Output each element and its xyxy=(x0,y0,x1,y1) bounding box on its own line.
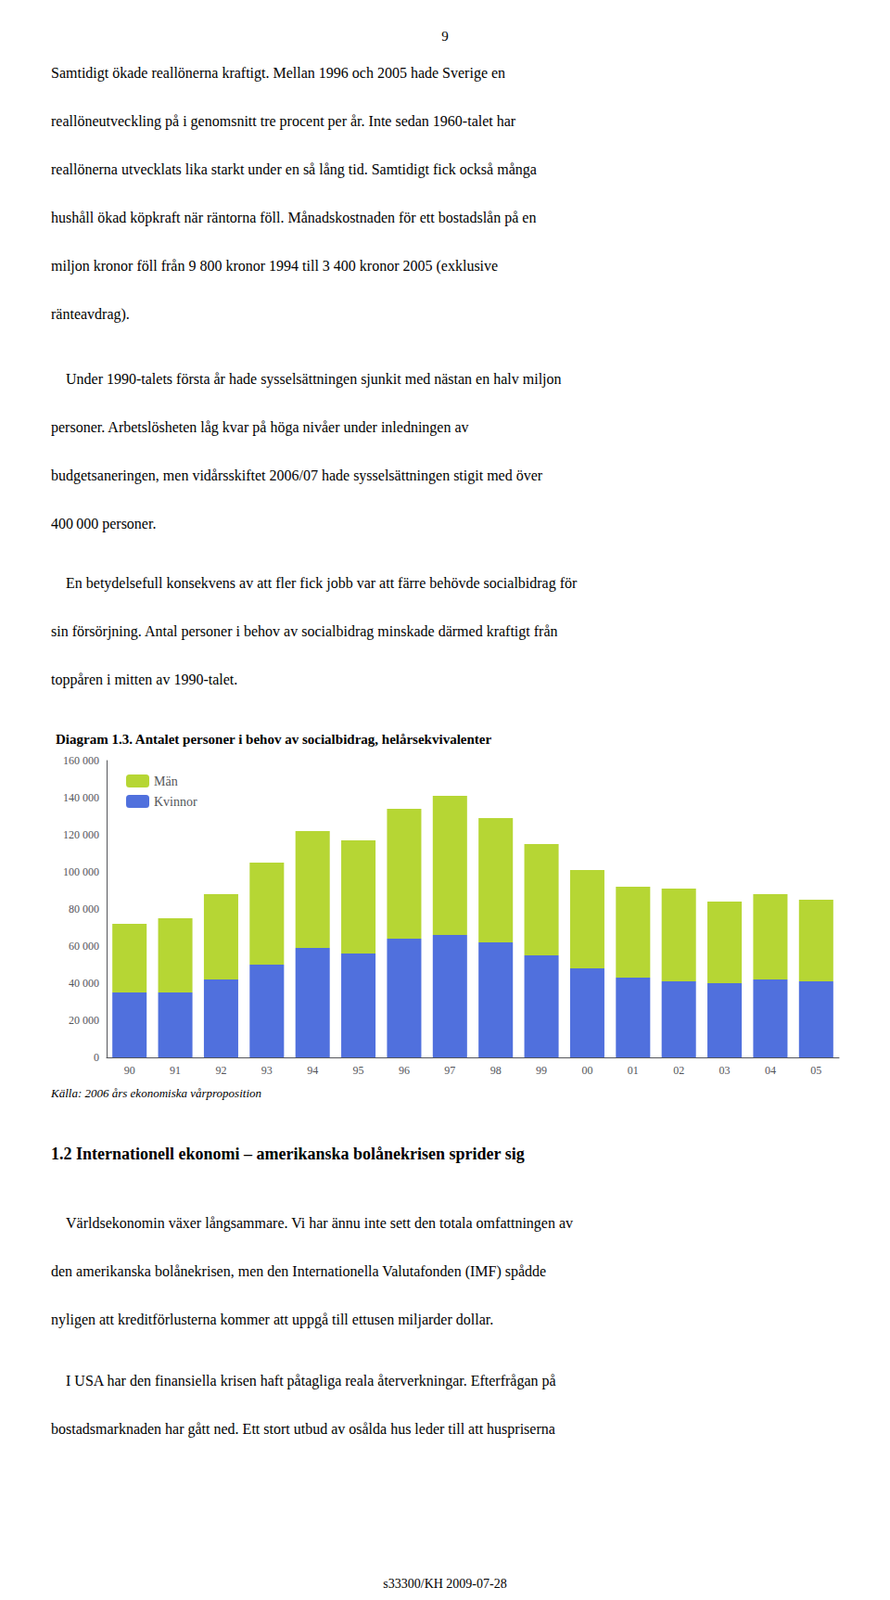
svg-text:ränteavdrag).: ränteavdrag). xyxy=(50,305,130,323)
svg-text:400 000 personer.: 400 000 personer. xyxy=(50,515,156,533)
svg-text:Diagram 1.3. Antalet personer: Diagram 1.3. Antalet personer i behov av… xyxy=(55,731,492,747)
svg-text:95: 95 xyxy=(353,1063,365,1077)
svg-text:Världsekonomin växer långsamma: Världsekonomin växer långsammare. Vi har… xyxy=(50,1214,573,1232)
svg-text:s33300/KH 2009-07-28: s33300/KH 2009-07-28 xyxy=(382,1576,507,1590)
svg-text:02: 02 xyxy=(673,1063,685,1077)
svg-text:91: 91 xyxy=(169,1063,181,1077)
svg-text:toppåren i mitten av 1990-tale: toppåren i mitten av 1990-talet. xyxy=(50,671,238,688)
svg-text:05: 05 xyxy=(810,1063,822,1077)
svg-text:120 000: 120 000 xyxy=(63,827,100,841)
svg-text:00: 00 xyxy=(581,1063,593,1077)
svg-text:160 000: 160 000 xyxy=(63,753,100,767)
svg-text:Under 1990-talets första år ha: Under 1990-talets första år hade syssels… xyxy=(50,370,562,388)
svg-text:01: 01 xyxy=(627,1063,639,1077)
svg-text:92: 92 xyxy=(215,1063,227,1077)
svg-text:reallöneutveckling på i genoms: reallöneutveckling på i genomsnitt tre p… xyxy=(50,113,517,130)
svg-text:En betydelsefull konsekvens av: En betydelsefull konsekvens av att fler … xyxy=(50,574,578,592)
svg-text:100 000: 100 000 xyxy=(63,864,100,878)
svg-text:personer. Arbetslösheten låg k: personer. Arbetslösheten låg kvar på hög… xyxy=(50,419,470,436)
svg-text:Samtidigt ökade reallönerna kr: Samtidigt ökade reallönerna kraftigt. Me… xyxy=(50,64,506,82)
svg-text:miljon kronor föll från 9 800: miljon kronor föll från 9 800 kronor 199… xyxy=(50,257,498,275)
svg-text:sin försörjning. Antal persone: sin försörjning. Antal personer i behov … xyxy=(50,623,559,640)
svg-text:20 000: 20 000 xyxy=(68,1013,100,1027)
svg-text:60 000: 60 000 xyxy=(68,939,100,953)
svg-text:98: 98 xyxy=(490,1063,502,1077)
svg-text:reallönerna utvecklats lika st: reallönerna utvecklats lika starkt under… xyxy=(50,161,537,178)
svg-text:Källa: 2006 års ekonomiska vår: Källa: 2006 års ekonomiska vårpropositio… xyxy=(50,1085,262,1100)
svg-text:40 000: 40 000 xyxy=(68,976,100,990)
svg-text:bostadsmarknaden har gått ned.: bostadsmarknaden har gått ned. Ett stort… xyxy=(50,1420,556,1437)
svg-text:I USA har den finansiella kris: I USA har den finansiella krisen haft på… xyxy=(50,1372,557,1389)
svg-text:budgetsaneringen, men vidårssk: budgetsaneringen, men vidårsskiftet 2006… xyxy=(50,467,544,484)
svg-text:Kvinnor: Kvinnor xyxy=(153,794,198,809)
svg-text:90: 90 xyxy=(124,1063,136,1077)
svg-text:9: 9 xyxy=(441,28,449,44)
svg-text:97: 97 xyxy=(444,1063,456,1077)
svg-text:04: 04 xyxy=(764,1063,776,1077)
svg-text:Män: Män xyxy=(153,774,178,789)
svg-text:0: 0 xyxy=(93,1050,100,1064)
svg-text:140 000: 140 000 xyxy=(63,790,100,804)
svg-text:99: 99 xyxy=(535,1063,547,1077)
svg-text:03: 03 xyxy=(719,1063,731,1077)
svg-text:hushåll ökad köpkraft när ränt: hushåll ökad köpkraft när räntorna föll.… xyxy=(50,209,536,227)
svg-text:den amerikanska bolånekrisen,: den amerikanska bolånekrisen, men den In… xyxy=(50,1262,547,1280)
svg-text:94: 94 xyxy=(306,1063,318,1077)
svg-text:1.2 Internationell ekonomi – a: 1.2 Internationell ekonomi – amerikanska… xyxy=(50,1144,525,1163)
svg-text:nyligen att kreditförlusterna: nyligen att kreditförlusterna kommer att… xyxy=(50,1310,494,1328)
svg-text:93: 93 xyxy=(261,1063,273,1077)
svg-text:96: 96 xyxy=(398,1063,410,1077)
svg-text:80 000: 80 000 xyxy=(68,902,100,916)
